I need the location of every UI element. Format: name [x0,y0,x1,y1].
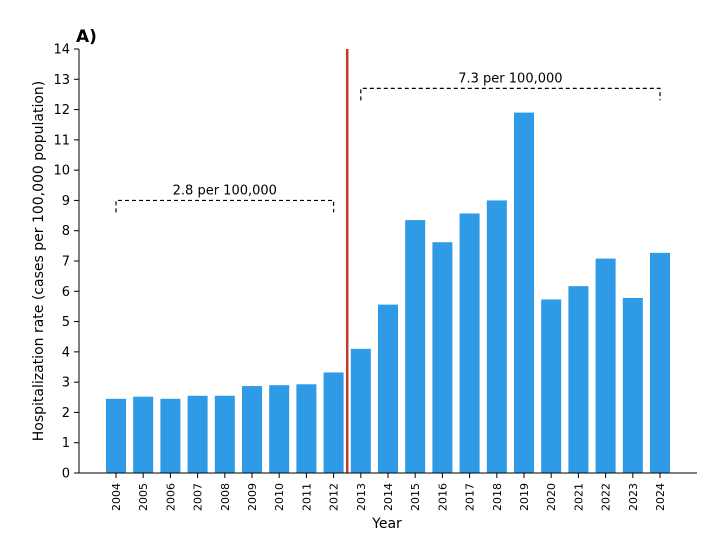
y-tick-label: 4 [62,345,70,360]
bar-2022 [595,258,616,473]
x-tick-label: 2024 [654,483,667,511]
x-tick-label: 2004 [110,483,123,511]
bar-2012 [323,372,344,473]
y-axis-title: Hospitalization rate (cases per 100,000 … [31,81,47,442]
y-tick-label: 14 [53,43,70,58]
x-tick-label: 2009 [246,483,259,511]
x-tick-label: 2020 [545,483,558,511]
bar-2016 [432,242,453,473]
x-tick-label: 2013 [355,483,368,511]
bar-2011 [296,384,317,473]
bar-2021 [568,286,589,473]
x-ticks-group: 2004 2005 2006 2007 2008 2009 2010 2011 2012 2013… [110,473,667,511]
x-tick-label: 2018 [491,483,504,511]
y-tick-label: 10 [53,164,70,179]
annotation-bracket [360,87,661,101]
annotation-bracket [115,199,335,213]
x-tick-label: 2006 [164,483,177,511]
x-tick-label: 2021 [572,483,585,511]
bar-2018 [486,200,507,473]
bar-2014 [378,304,398,473]
x-tick-label: 2016 [436,483,449,511]
y-tick-label: 2 [62,406,70,421]
y-tick-label: 3 [62,376,70,391]
bar-2006 [160,398,181,473]
x-axis-title: Year [371,516,402,532]
x-tick-label: 2023 [627,483,640,511]
bar-2005 [133,396,154,473]
annotation-label: 2.8 per 100,000 [173,183,277,198]
x-tick-label: 2012 [328,483,341,511]
x-tick-label: 2019 [518,483,531,511]
x-tick-label: 2015 [409,483,422,511]
y-tick-label: 13 [53,73,70,88]
y-tick-label: 8 [62,224,70,239]
annotation-label: 7.3 per 100,000 [458,71,562,86]
y-tick-label: 12 [53,103,70,118]
y-tick-label: 7 [62,255,70,270]
bar-2015 [405,220,426,473]
x-tick-label: 2011 [300,483,313,511]
bars-group [106,112,670,473]
y-tick-label: 1 [62,436,70,451]
bar-2020 [541,299,562,473]
bar-2017 [459,213,480,473]
y-tick-label: 11 [53,133,70,148]
y-tick-label: 6 [62,285,70,300]
x-tick-label: 2005 [137,483,150,511]
x-tick-label: 2017 [464,483,477,511]
bar-2010 [269,385,290,473]
x-tick-label: 2008 [219,483,232,511]
x-tick-label: 2022 [600,483,613,511]
y-tick-label: 5 [62,315,70,330]
x-tick-label: 2010 [273,483,286,511]
annotations-group: 2.8 per 100,000 7.3 per 100,000 [115,71,661,213]
bar-2007 [187,395,208,473]
bar-2008 [214,395,235,473]
bar-2013 [350,348,371,473]
x-tick-label: 2014 [382,483,395,511]
y-tick-label: 0 [62,467,70,482]
bar-2019 [514,112,534,473]
bar-2009 [242,386,262,473]
bar-2023 [622,297,643,473]
x-tick-label: 2007 [192,483,205,511]
bar-2024 [650,252,670,473]
y-tick-label: 9 [62,194,70,209]
panel-label: A) [76,27,97,47]
bar-2004 [106,398,126,473]
